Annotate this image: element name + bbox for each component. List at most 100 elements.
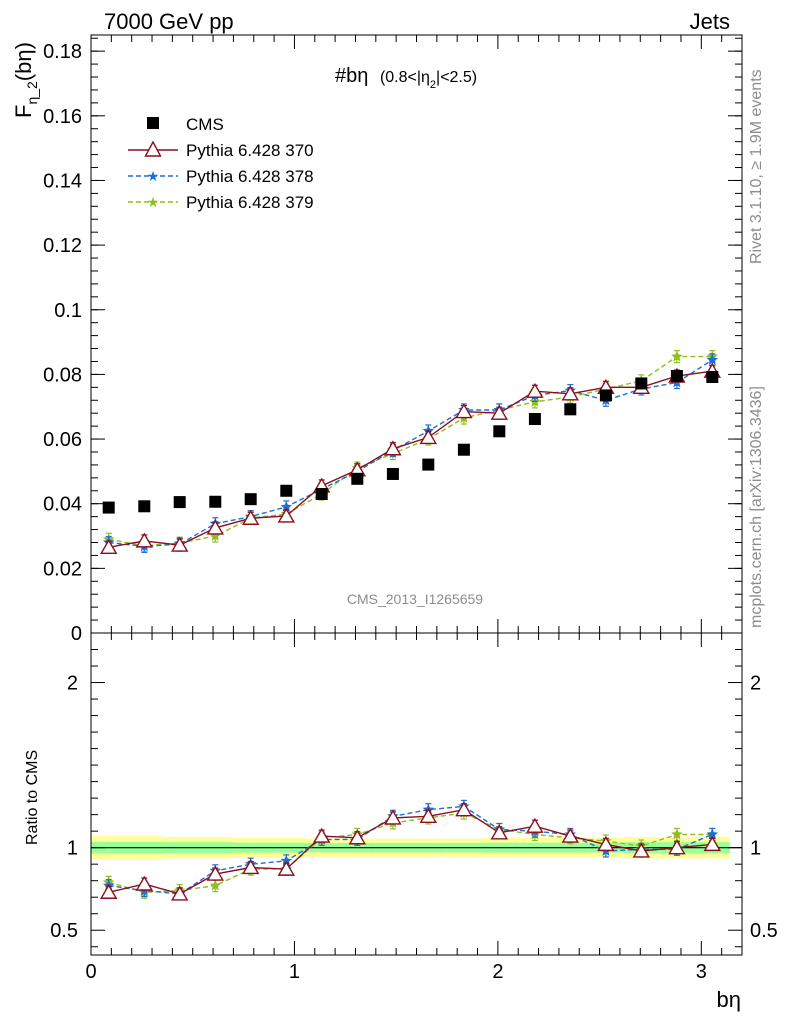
ratio-pythia-379-point (671, 828, 683, 840)
pythia-370-point (561, 385, 580, 401)
top-y-label-sub: η_2 (24, 81, 40, 105)
ratio-y-tick-label: 2 (67, 673, 78, 695)
ratio-pythia-370-point (419, 807, 438, 823)
plot-title-sub-index: 2 (430, 79, 436, 91)
top-y-label-main: F (11, 105, 36, 118)
x-tick-label: 2 (492, 961, 503, 983)
cms-point (457, 443, 470, 456)
x-tick-label: 1 (289, 961, 300, 983)
top-y-label-tail: (bη) (11, 42, 36, 81)
top-y-tick-label: 0.02 (43, 558, 82, 580)
pythia-370-point (241, 509, 260, 525)
ratio-pythia-378-line (108, 805, 713, 895)
ratio-pythia-370-point (277, 860, 296, 876)
ratio-y-tick-label-right: 2 (750, 673, 761, 695)
header-left-label: 7000 GeV pp (104, 9, 234, 34)
ratio-pythia-370-point (170, 885, 189, 901)
cms-point (138, 500, 151, 513)
pythia-370-line (108, 370, 713, 548)
legend-label-379: Pythia 6.428 379 (186, 193, 314, 212)
cms-point (351, 472, 364, 485)
ratio-pythia-370-point (597, 835, 615, 852)
x-tick-label: 3 (696, 961, 707, 983)
top-y-tick-label: 0.14 (43, 170, 82, 192)
pythia-379-point (671, 350, 683, 362)
cms-point (280, 484, 293, 497)
ratio-y-tick-label: 1 (67, 838, 78, 860)
pythia-379-point (209, 530, 221, 541)
ratio-pythia-370-point (99, 883, 118, 899)
legend: CMS Pythia 6.428 370 ★ Pythia 6.428 378 … (128, 115, 314, 212)
pythia-370-point (206, 519, 225, 535)
header-right-label: Jets (690, 9, 730, 34)
top-y-tick-label: 0.04 (43, 494, 82, 516)
cms-point (209, 495, 222, 508)
legend-marker-379: ★ (147, 194, 160, 210)
mcplots-side-label: mcplots.cern.ch [arXiv:1306.3436] (748, 386, 765, 628)
pythia-370-point (384, 440, 402, 456)
pythia-370-point (135, 532, 154, 548)
ratio-pythia-370-point (490, 824, 509, 840)
ratio-pythia-379-point (209, 879, 221, 891)
ratio-y-axis-label: Ratio to CMS (24, 750, 41, 845)
ratio-pythia-370-point (206, 865, 225, 881)
legend-marker-cms (147, 117, 159, 129)
ratio-panel: 0.5 0.5 1 1 2 2 0 1 2 3 Ratio to CMS bη (24, 632, 778, 1012)
pythia-370-point (99, 538, 118, 555)
plot-title-main: #bη (335, 65, 368, 87)
ratio-pythia-378-point (706, 828, 718, 840)
cms-point (493, 425, 506, 438)
cms-point (528, 413, 541, 426)
plot-title: #bη (0.8<|η2|<2.5) (335, 65, 477, 91)
top-y-axis-label: Fη_2(bη) (11, 42, 40, 118)
ratio-pythia-370-point (526, 817, 544, 833)
cms-point (564, 403, 577, 416)
pythia-370-point (277, 507, 296, 523)
cms-point (670, 370, 683, 383)
pythia-370-point (490, 404, 509, 420)
ratio-pythia-370-point (241, 859, 260, 875)
pythia-370-point (455, 403, 473, 419)
cms-point (599, 389, 612, 402)
legend-marker-378: ★ (147, 168, 160, 184)
ratio-pythia-370-point (455, 801, 473, 817)
legend-label-378: Pythia 6.428 378 (186, 167, 314, 186)
cms-point (706, 370, 719, 383)
ratio-pythia-370-point (312, 827, 331, 843)
cms-point (386, 467, 399, 480)
top-y-tick-label: 0 (71, 623, 82, 645)
ratio-y-tick-label-right: 1 (750, 838, 761, 860)
top-y-tick-label: 0.18 (43, 41, 82, 63)
ratio-pythia-370-point (348, 829, 367, 845)
pythia-378-point (706, 353, 718, 365)
legend-label-370: Pythia 6.428 370 (186, 141, 314, 160)
ratio-pythia-370-point (703, 835, 722, 852)
cms-point (173, 496, 186, 509)
cms-point (315, 488, 328, 501)
ratio-pythia-370-point (135, 875, 154, 891)
rivet-side-label: Rivet 3.1.10, ≥ 1.9M events (748, 69, 765, 264)
top-y-tick-label: 0.08 (43, 364, 82, 386)
x-tick-label: 0 (85, 961, 96, 983)
x-axis-label: bη (717, 987, 741, 1012)
pythia-379-line (108, 355, 713, 547)
ratio-pythia-370-point (384, 809, 402, 825)
pythia-370-point (526, 382, 544, 398)
legend-marker-370 (144, 140, 162, 157)
cms-point (102, 501, 115, 514)
plot-title-sub-prefix: (0.8<|η (380, 69, 430, 86)
cms-point (422, 458, 435, 471)
cms-point (244, 493, 257, 506)
top-y-tick-label: 0.1 (54, 300, 82, 322)
pythia-370-point (419, 429, 438, 445)
ratio-pythia-379-line (108, 812, 713, 894)
ratio-pythia-370-point (561, 827, 580, 843)
pythia-370-point (170, 536, 189, 552)
svg-text:Fη_2(bη): Fη_2(bη) (11, 42, 40, 118)
legend-label-cms: CMS (186, 115, 224, 134)
top-y-tick-label: 0.06 (43, 429, 82, 451)
pythia-378-point (280, 500, 292, 512)
ratio-pythia-370-point (668, 839, 686, 855)
top-y-tick-label: 0.12 (43, 235, 82, 257)
